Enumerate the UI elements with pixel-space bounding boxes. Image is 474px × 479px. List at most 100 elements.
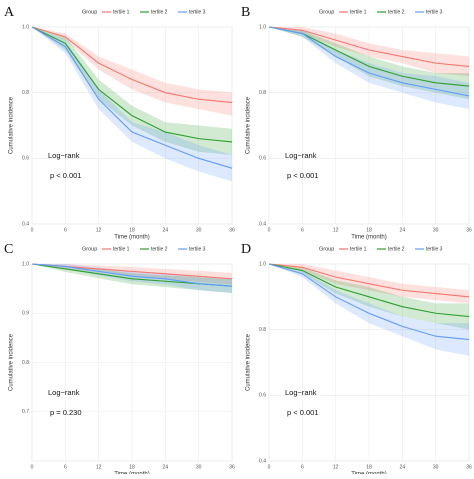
confidence-band — [98, 56, 132, 90]
confidence-band — [435, 323, 469, 356]
y-tick-label: 0.7 — [22, 409, 29, 415]
confidence-band — [335, 49, 369, 83]
x-tick-label: 12 — [333, 464, 339, 470]
panel-label: B — [241, 5, 250, 20]
confidence-band — [165, 122, 199, 152]
x-tick-label: 12 — [96, 464, 102, 470]
x-tick-label: 0 — [31, 227, 34, 233]
confidence-band — [65, 40, 99, 110]
survival-line — [268, 26, 470, 97]
y-tick-label: 0.6 — [259, 393, 266, 399]
confidence-band — [435, 72, 469, 100]
x-tick-label: 0 — [268, 464, 271, 470]
x-tick-label: 18 — [129, 464, 135, 470]
survival-line — [31, 26, 233, 143]
x-tick-label: 12 — [333, 227, 339, 233]
y-tick-label: 1.0 — [22, 24, 29, 30]
confidence-band — [65, 265, 99, 279]
confidence-band — [402, 49, 436, 73]
x-tick-label: 30 — [196, 464, 202, 470]
x-tick-label: 36 — [466, 464, 472, 470]
x-axis-label: Time (month) — [114, 235, 149, 241]
x-tick-label: 36 — [229, 464, 235, 470]
x-tick-label: 24 — [400, 464, 406, 470]
legend-label: tertile 2 — [388, 246, 405, 252]
confidence-band — [335, 280, 369, 307]
x-tick-label: 6 — [301, 227, 304, 233]
x-tick-label: 30 — [433, 227, 439, 233]
x-tick-label: 0 — [268, 227, 271, 233]
y-axis-label: Cumulative incidence — [9, 96, 15, 154]
panel-label: A — [4, 5, 15, 20]
confidence-band — [32, 27, 66, 50]
confidence-band — [198, 89, 232, 116]
legend-label: tertile 2 — [388, 9, 405, 15]
annotation: p = 0.230 — [50, 408, 82, 417]
y-axis-label: Cumulative incidence — [9, 333, 15, 391]
legend-label: tertile 1 — [350, 9, 367, 15]
x-tick-label: 18 — [366, 227, 372, 233]
confidence-band — [65, 36, 99, 100]
annotation: p < 0.001 — [287, 171, 319, 180]
confidence-band — [335, 43, 369, 77]
legend-label: tertile 1 — [350, 246, 367, 252]
legend-label: tertile 2 — [151, 246, 168, 252]
x-axis-label: Time (month) — [351, 235, 386, 241]
panel-label: C — [4, 242, 13, 257]
panel-label: D — [241, 242, 251, 257]
annotation: p < 0.001 — [50, 171, 82, 180]
confidence-band — [32, 27, 66, 41]
x-tick-label: 12 — [96, 227, 102, 233]
x-tick-label: 24 — [400, 227, 406, 233]
legend-label: tertile 3 — [189, 246, 206, 252]
y-tick-label: 0.4 — [22, 221, 29, 227]
survival-line — [31, 26, 233, 169]
x-tick-label: 36 — [229, 227, 235, 233]
confidence-band — [402, 316, 436, 350]
confidence-band — [32, 27, 66, 54]
x-tick-label: 0 — [31, 464, 34, 470]
x-tick-label: 6 — [64, 227, 67, 233]
legend-title: Group — [82, 9, 97, 15]
y-tick-label: 0.9 — [22, 311, 29, 317]
x-tick-label: 36 — [466, 227, 472, 233]
confidence-band — [335, 290, 369, 324]
y-tick-label: 0.4 — [259, 458, 266, 464]
x-tick-label: 24 — [163, 464, 169, 470]
survival-line — [268, 263, 470, 341]
legend-label: tertile 2 — [151, 9, 168, 15]
y-tick-label: 1.0 — [22, 261, 29, 267]
confidence-band — [302, 267, 336, 294]
x-tick-label: 18 — [129, 227, 135, 233]
confidence-band — [302, 30, 336, 57]
annotation: p < 0.001 — [287, 408, 319, 417]
y-axis-label: Cumulative incidence — [246, 333, 252, 391]
confidence-band — [302, 27, 336, 47]
y-tick-label: 1.0 — [259, 24, 266, 30]
y-tick-label: 0.6 — [259, 156, 266, 162]
confidence-band — [132, 122, 166, 159]
x-tick-label: 30 — [196, 227, 202, 233]
survival-line — [31, 263, 233, 287]
legend-label: tertile 3 — [426, 9, 443, 15]
confidence-band — [302, 264, 336, 284]
y-tick-label: 1.0 — [259, 261, 266, 267]
legend-label: tertile 3 — [189, 9, 206, 15]
annotation: Log−rank — [285, 151, 317, 160]
survival-line — [268, 263, 470, 318]
legend-title: Group — [82, 246, 97, 252]
survival-line — [268, 263, 470, 298]
legend-title: Group — [319, 246, 334, 252]
annotation: Log−rank — [285, 388, 317, 397]
confidence-band — [435, 303, 469, 330]
legend-label: tertile 3 — [426, 246, 443, 252]
x-tick-label: 6 — [64, 464, 67, 470]
survival-line — [268, 26, 470, 67]
annotation: Log−rank — [48, 388, 80, 397]
annotation: Log−rank — [48, 151, 80, 160]
y-tick-label: 0.8 — [259, 327, 266, 333]
legend-label: tertile 1 — [113, 246, 130, 252]
y-tick-label: 0.8 — [22, 360, 29, 366]
confidence-band — [402, 72, 436, 103]
